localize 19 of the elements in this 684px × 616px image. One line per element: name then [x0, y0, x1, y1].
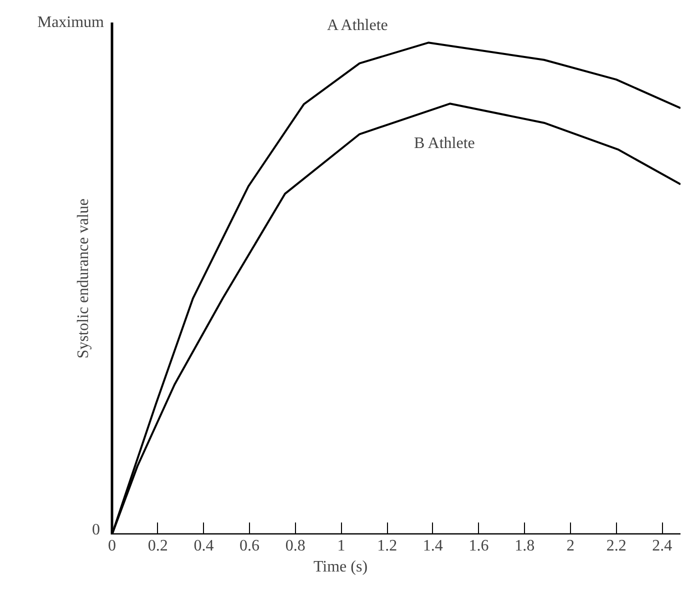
- x-tick-label: 2.2: [606, 538, 626, 554]
- text: Maximum: [37, 14, 105, 31]
- x-tick-label: 0.4: [194, 538, 214, 554]
- x-tick-label: 1.4: [422, 538, 443, 554]
- series-label: A Athlete: [327, 17, 388, 34]
- x-tick-label: 1.8: [514, 538, 535, 554]
- x-tick-label: 0: [108, 538, 116, 554]
- x-tick-label: 1.6: [468, 538, 489, 554]
- x-tick-label: 1.2: [377, 538, 398, 554]
- series-label: B Athlete: [414, 135, 475, 152]
- text: 0: [92, 522, 100, 538]
- x-tick-label: 0.2: [148, 538, 168, 554]
- x-tick-label: 0.6: [240, 538, 260, 554]
- x-tick-label: 2: [566, 538, 574, 554]
- x-axis-title: Time (s): [313, 558, 368, 576]
- x-tick-label: 2.4: [652, 538, 672, 554]
- y-axis-title: Systolic endurance value: [75, 198, 92, 358]
- x-tick-label: 1: [337, 538, 346, 554]
- x-tick-label: 0.8: [285, 538, 306, 554]
